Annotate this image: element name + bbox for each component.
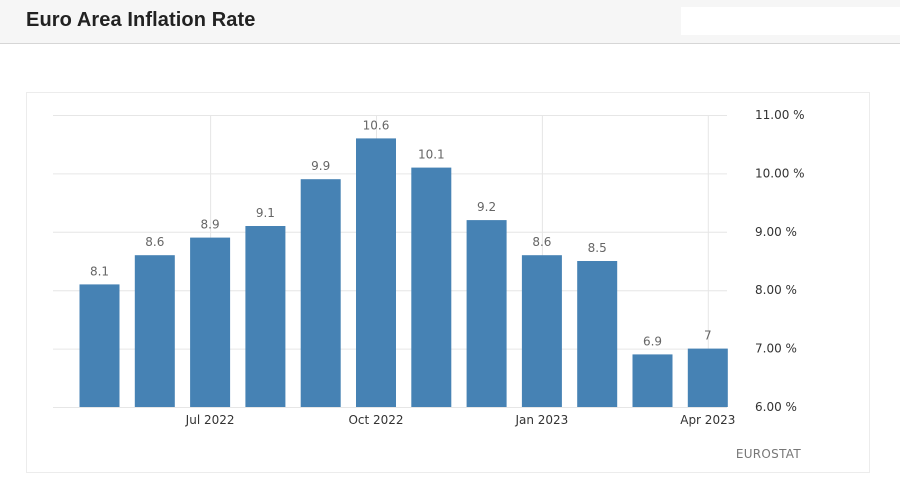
bar-value-label: 7	[704, 329, 712, 343]
bar[interactable]	[134, 255, 175, 407]
bar-value-label: 9.2	[477, 200, 496, 214]
bar-value-label: 10.1	[418, 148, 445, 162]
bar[interactable]	[521, 255, 562, 407]
bars	[79, 138, 728, 407]
bar[interactable]	[356, 138, 396, 407]
x-tick-label: Jan 2023	[514, 413, 568, 427]
y-axis: 6.00 % 7.00 % 8.00 % 9.00 % 10.00 % 11.00 %	[755, 108, 805, 414]
y-tick-label: 6.00 %	[755, 400, 797, 414]
bar-value-label: 8.9	[201, 218, 220, 232]
bar[interactable]	[300, 179, 341, 407]
bar-value-label: 8.6	[532, 235, 551, 249]
bar-value-label: 6.9	[643, 334, 662, 348]
bar-value-label: 8.5	[588, 241, 607, 255]
bar[interactable]	[632, 354, 673, 407]
x-axis: Jul 2022 Oct 2022 Jan 2023 Apr 2023	[185, 413, 736, 427]
bar[interactable]	[411, 167, 452, 407]
x-tick-label: Oct 2022	[348, 413, 403, 427]
search-input[interactable]	[681, 7, 900, 35]
bar-value-label: 8.1	[90, 264, 109, 278]
source-label: EUROSTAT	[736, 447, 802, 461]
bar[interactable]	[687, 348, 728, 407]
bar[interactable]	[577, 261, 618, 407]
header-bar: Euro Area Inflation Rate	[0, 0, 900, 44]
bar-value-label: 8.6	[145, 235, 164, 249]
bar-value-label: 10.6	[363, 118, 390, 132]
x-tick-label: Apr 2023	[680, 413, 735, 427]
y-tick-label: 7.00 %	[755, 342, 797, 356]
y-tick-label: 11.00 %	[755, 108, 805, 122]
y-tick-label: 8.00 %	[755, 283, 797, 297]
bar-value-label: 9.1	[256, 206, 275, 220]
bar[interactable]	[245, 226, 286, 407]
y-tick-label: 9.00 %	[755, 225, 797, 239]
bar[interactable]	[190, 237, 231, 407]
page-title: Euro Area Inflation Rate	[26, 9, 256, 31]
chart-card: 8.1 8.6 8.9 9.1 9.9 10.6 10.1 9.2 8.6 8.5 6.9 7 Jul…	[26, 92, 870, 473]
bar[interactable]	[79, 284, 120, 407]
bar-chart: 8.1 8.6 8.9 9.1 9.9 10.6 10.1 9.2 8.6 8.5 6.9 7 Jul…	[53, 108, 805, 461]
bar-value-label: 9.9	[311, 159, 330, 173]
x-tick-label: Jul 2022	[185, 413, 235, 427]
bar[interactable]	[466, 220, 507, 407]
bar-value-labels: 8.1 8.6 8.9 9.1 9.9 10.6 10.1 9.2 8.6 8.5 6.9 7	[90, 118, 712, 348]
y-tick-label: 10.00 %	[755, 166, 805, 180]
